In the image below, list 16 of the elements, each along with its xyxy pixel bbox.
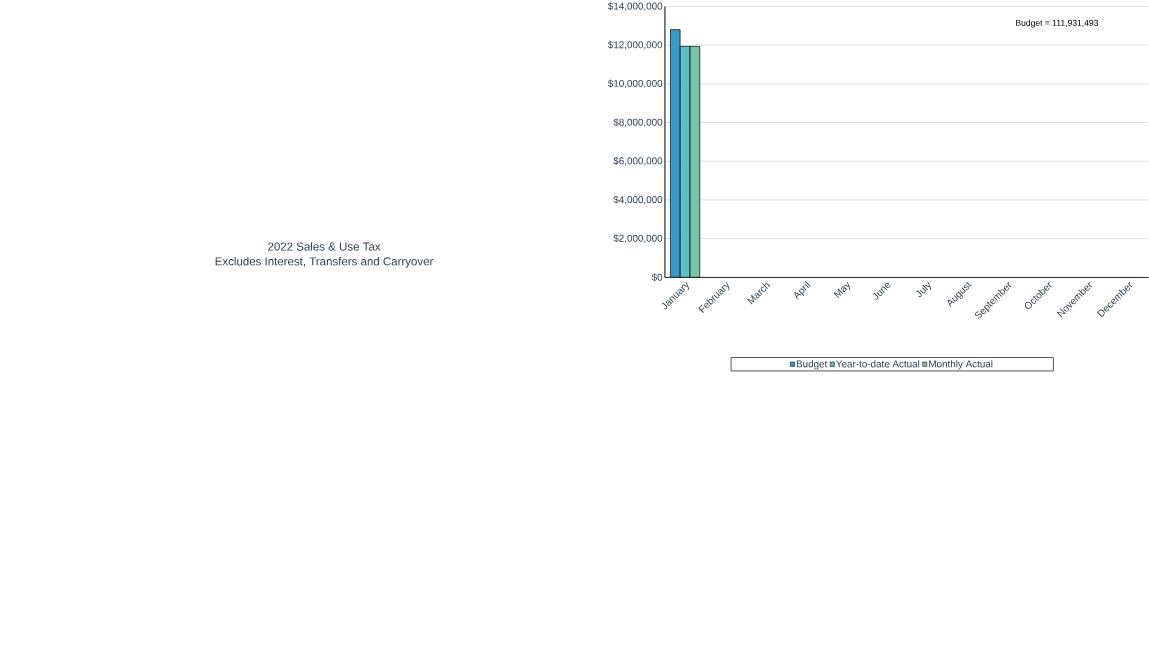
y-tick-label: $14,000,000 bbox=[607, 1, 663, 11]
y-tick-label: $2,000,000 bbox=[613, 234, 663, 243]
x-tick-label: July bbox=[916, 281, 931, 297]
y-tick-label: $10,000,000 bbox=[607, 79, 663, 88]
legend-label: Year-to-date Actual bbox=[836, 359, 920, 368]
y-tick-label: $12,000,000 bbox=[607, 40, 663, 50]
legend-label: Monthly Actual bbox=[929, 359, 993, 370]
annotation: Budget = 111,931,493 bbox=[1016, 19, 1099, 28]
x-tick-label: May bbox=[833, 281, 851, 298]
legend-label: Budget bbox=[796, 359, 828, 370]
y-tick-label: $0 bbox=[651, 273, 663, 282]
y-tick-label: $6,000,000 bbox=[613, 156, 663, 166]
text: 2022 Sales & Use Tax bbox=[268, 241, 381, 251]
y-tick-label: $8,000,000 bbox=[613, 118, 663, 127]
text: Excludes Interest, Transfers and Carryover bbox=[215, 256, 434, 268]
y-tick-label: $4,000,000 bbox=[613, 195, 663, 204]
